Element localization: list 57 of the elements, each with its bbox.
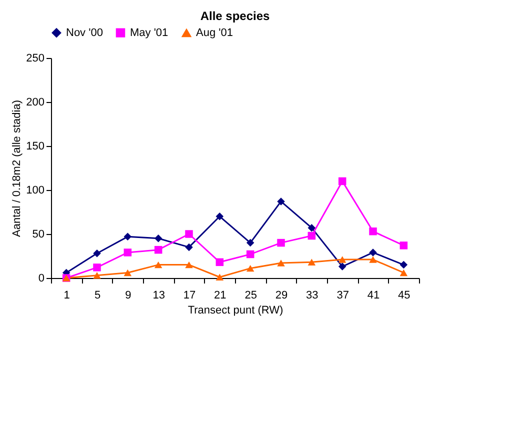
point [216, 274, 224, 280]
y-tick-label: 150 [26, 140, 44, 152]
point [185, 261, 193, 268]
chart-title: Alle species [200, 9, 270, 23]
point [216, 258, 224, 266]
point [154, 234, 162, 242]
legend-label: Nov '00 [66, 26, 103, 39]
point [246, 250, 254, 258]
y-tick-label: 100 [26, 184, 44, 196]
point [154, 246, 162, 254]
point [369, 248, 377, 256]
point [308, 232, 316, 240]
point [338, 177, 346, 186]
x-axis-title: Transect punt (RW) [188, 304, 284, 316]
point [277, 198, 285, 206]
x-tick-label: 21 [214, 290, 226, 302]
x-tick-label: 33 [306, 290, 318, 302]
x-tick-label: 45 [398, 290, 410, 302]
point [369, 256, 377, 263]
y-tick-label: 200 [26, 96, 44, 108]
point [185, 243, 193, 252]
x-tick-label: 41 [367, 290, 380, 302]
x-tick-label: 9 [125, 290, 132, 302]
legend-label: Aug '01 [196, 27, 233, 40]
legend-label: May '01 [130, 26, 168, 39]
point [154, 261, 162, 268]
point [338, 262, 346, 270]
point [277, 238, 285, 247]
point [124, 269, 132, 276]
x-tick-label: 5 [94, 290, 101, 302]
y-axis-title: Aantal / 0.18m2 (alle stadia) [11, 100, 24, 237]
point [93, 249, 101, 258]
point [216, 212, 224, 220]
point [400, 269, 408, 276]
x-tick-label: 25 [244, 290, 257, 302]
point [277, 260, 285, 266]
x-tick-label: 17 [183, 290, 196, 302]
point [338, 256, 346, 263]
x-tick-label: 13 [152, 290, 165, 302]
point [124, 248, 132, 256]
y-tick-label: 250 [26, 52, 44, 64]
point [246, 238, 254, 247]
x-tick-label: 37 [336, 290, 349, 302]
point [185, 230, 193, 238]
x-tick-label: 29 [275, 290, 288, 302]
point [308, 258, 316, 266]
point [124, 232, 132, 241]
point [308, 224, 316, 232]
point [369, 227, 377, 236]
point [246, 264, 254, 272]
point [93, 272, 101, 279]
x-tick-label: 1 [64, 290, 70, 302]
point [400, 242, 408, 250]
y-tick-label: 50 [32, 228, 44, 240]
point [93, 264, 101, 272]
point [400, 260, 408, 269]
y-tick-label: 0 [38, 272, 44, 284]
